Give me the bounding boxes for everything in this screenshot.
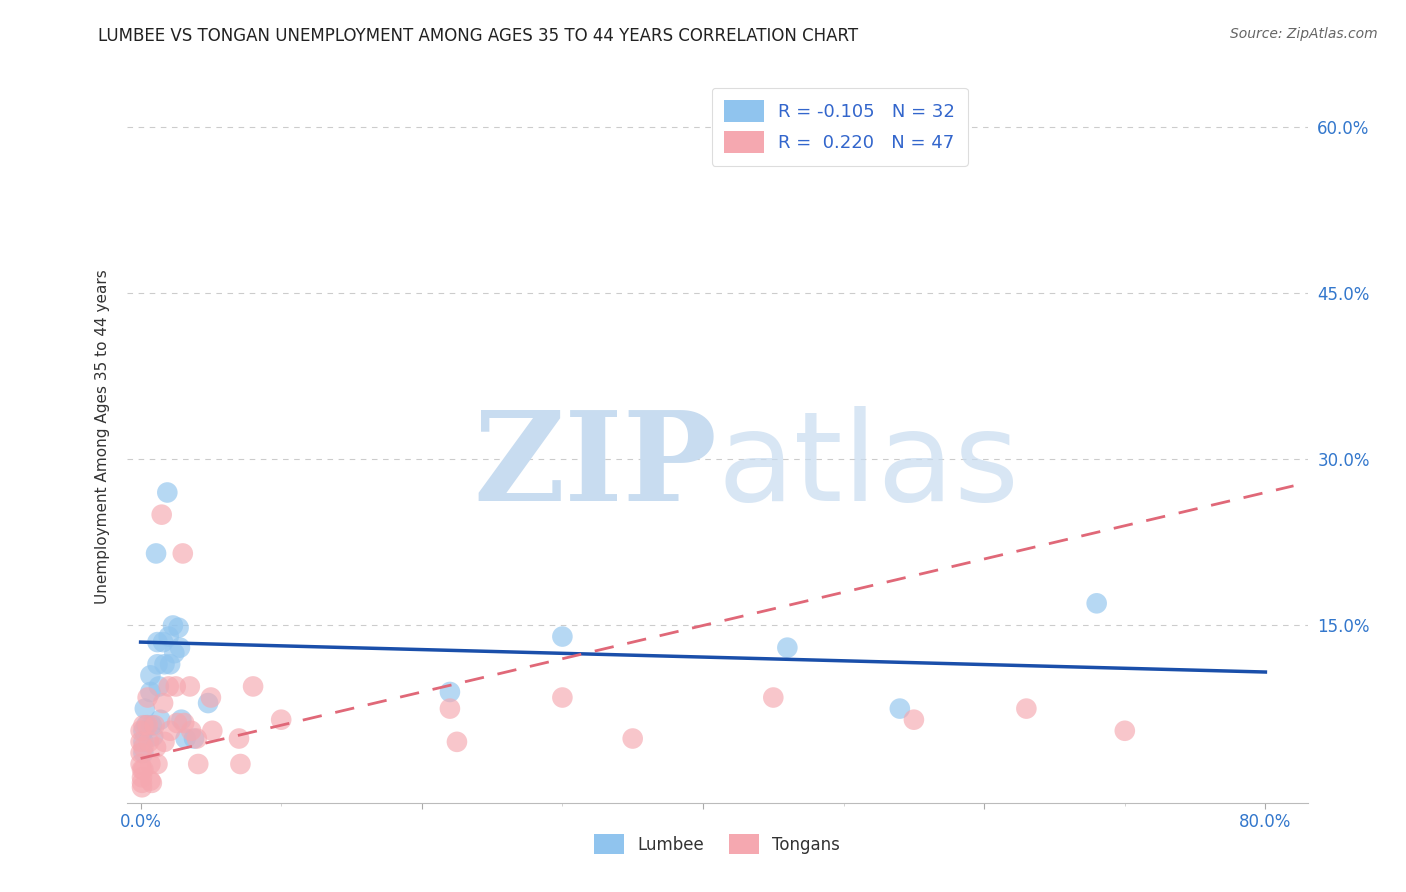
Point (270, 713, 292, 727)
Point (156, 485, 179, 500)
Point (166, 716, 188, 731)
Point (439, 685, 461, 699)
Point (132, 718, 155, 732)
Point (132, 740, 155, 755)
Point (1015, 701, 1038, 715)
Point (170, 713, 193, 727)
Text: LUMBEE VS TONGAN UNEMPLOYMENT AMONG AGES 35 TO 44 YEARS CORRELATION CHART: LUMBEE VS TONGAN UNEMPLOYMENT AMONG AGES… (98, 27, 859, 45)
Point (131, 776, 153, 790)
Point (157, 630, 180, 644)
Point (439, 701, 461, 715)
Point (153, 657, 176, 672)
Text: atlas: atlas (717, 406, 1019, 527)
Text: Source: ZipAtlas.com: Source: ZipAtlas.com (1230, 27, 1378, 41)
Point (180, 723, 202, 738)
Point (141, 718, 163, 732)
Point (776, 640, 799, 655)
Point (149, 713, 172, 727)
Point (162, 618, 184, 632)
Point (169, 640, 191, 655)
Point (152, 635, 174, 649)
Point (143, 718, 166, 732)
Point (174, 731, 197, 746)
Point (139, 773, 162, 788)
Point (159, 723, 181, 738)
Point (131, 763, 153, 777)
Point (163, 646, 186, 660)
Point (229, 757, 252, 772)
Point (242, 680, 264, 694)
Point (132, 746, 155, 760)
Y-axis label: Unemployment Among Ages 35 to 44 years: Unemployment Among Ages 35 to 44 years (94, 269, 110, 605)
Point (200, 690, 222, 705)
Point (187, 757, 209, 772)
Point (145, 546, 167, 560)
Point (135, 718, 157, 732)
Text: ZIP: ZIP (474, 406, 717, 527)
Point (165, 680, 187, 694)
Point (621, 731, 644, 746)
Point (131, 780, 153, 795)
Point (159, 657, 181, 672)
Point (132, 723, 155, 738)
Point (152, 696, 174, 710)
Point (136, 690, 159, 705)
Point (150, 508, 173, 522)
Point (146, 657, 169, 672)
Point (551, 690, 574, 705)
Point (134, 701, 156, 715)
Point (142, 729, 165, 743)
Point (446, 735, 468, 749)
Point (1114, 723, 1136, 738)
Point (129, 735, 152, 749)
Point (136, 718, 159, 732)
Point (129, 746, 152, 760)
Point (132, 763, 155, 777)
Point (228, 731, 250, 746)
Point (153, 735, 176, 749)
Point (141, 776, 163, 790)
Point (146, 757, 169, 772)
Point (172, 546, 194, 560)
Point (903, 713, 925, 727)
Point (132, 735, 155, 749)
Point (201, 723, 224, 738)
Point (889, 701, 911, 715)
Point (183, 731, 205, 746)
Point (148, 680, 170, 694)
Point (129, 757, 152, 772)
Point (145, 740, 167, 755)
Point (129, 723, 152, 738)
Point (179, 680, 201, 694)
Point (138, 735, 160, 749)
Point (139, 757, 162, 772)
Point (139, 668, 162, 682)
Point (167, 621, 190, 635)
Point (186, 731, 208, 746)
Point (173, 716, 195, 731)
Point (197, 696, 219, 710)
Point (146, 635, 169, 649)
Legend: Lumbee, Tongans: Lumbee, Tongans (588, 828, 846, 860)
Point (139, 685, 162, 699)
Point (131, 770, 153, 784)
Point (762, 690, 785, 705)
Point (1085, 596, 1108, 610)
Point (551, 630, 574, 644)
Point (157, 680, 180, 694)
